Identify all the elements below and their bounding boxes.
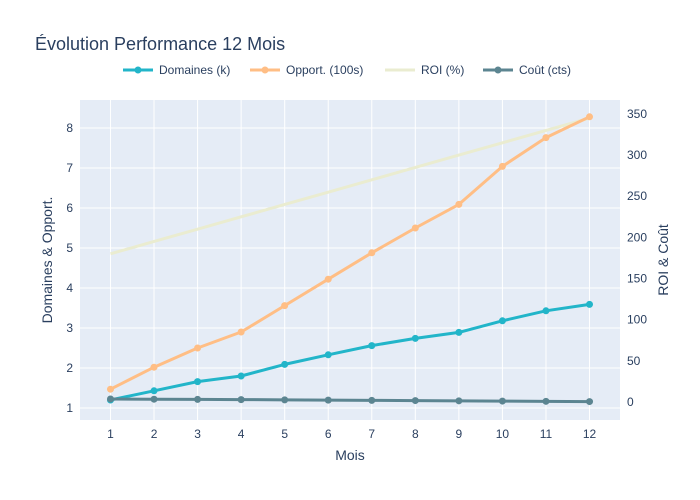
y-right-tick-label: 50 [627,354,641,368]
series-1 [106,113,594,393]
y-right-tick-label: 100 [627,313,647,327]
data-point [455,200,463,208]
data-point [106,395,114,403]
data-point [237,396,245,404]
data-point [150,387,158,395]
series-line [110,397,590,404]
x-tick-label: 5 [281,427,288,441]
data-point [411,334,419,342]
data-point [194,378,202,386]
y-right-tick-label: 0 [627,395,634,409]
data-point [150,363,158,371]
data-point [542,134,550,142]
y-left-tick-label: 7 [66,161,73,175]
data-point [194,395,202,403]
data-point [586,113,594,121]
data-point [281,396,289,404]
series-line [110,302,590,402]
data-point [106,385,114,393]
y-left-tick-label: 6 [66,201,73,215]
x-axis-title: Mois [335,447,365,463]
series-line [110,116,590,256]
data-point [586,398,594,406]
legend-item: Coût (cts) [483,63,571,77]
y-right-tick-label: 300 [627,148,647,162]
legend-label: Coût (cts) [519,63,571,77]
data-point [455,397,463,405]
x-tick-label: 11 [540,427,553,441]
y-right-tick-label: 350 [627,107,647,121]
series-3 [106,395,594,406]
y-axis-right-title: ROI & Coût [655,224,671,296]
data-point [324,396,332,404]
x-tick-label: 10 [496,427,510,441]
x-tick-label: 8 [412,427,419,441]
x-tick-label: 1 [107,427,114,441]
data-point [150,395,158,403]
legend-marker [494,66,502,74]
data-point [498,162,506,170]
y-left-tick-label: 1 [66,401,73,415]
data-point [194,344,202,352]
data-point [542,397,550,405]
data-point [324,275,332,283]
x-tick-label: 12 [583,427,597,441]
chart-title: Évolution Performance 12 Mois [35,34,285,54]
series-line [109,115,591,391]
data-point [281,302,289,310]
data-point [368,249,376,257]
tick-labels: 1 2 3 4 5 6 7 8 9 10 11 121234567805010015020025030… [66,107,647,441]
data-point [368,342,376,350]
y-right-tick-label: 250 [627,189,647,203]
y-right-tick-label: 150 [627,272,647,286]
legend: Domaines (k) Opport. (100s) ROI (%) Coût (c… [123,63,571,77]
data-point [237,372,245,380]
y-left-tick-label: 5 [66,241,73,255]
data-point [498,317,506,325]
y-left-tick-label: 3 [66,321,73,335]
data-point [586,300,594,308]
y-left-tick-label: 8 [66,121,73,135]
y-right-tick-label: 200 [627,230,647,244]
data-point [542,307,550,315]
legend-item: Opport. (100s) [250,63,363,77]
x-tick-label: 6 [325,427,332,441]
series-2 [110,116,590,256]
x-tick-label: 9 [456,427,463,441]
data-point [411,224,419,232]
data-point [368,396,376,404]
data-point [281,360,289,368]
legend-item: Domaines (k) [123,63,230,77]
y-left-tick-label: 2 [66,361,73,375]
data-point [237,328,245,336]
legend-label: Domaines (k) [159,63,230,77]
series-layer [106,113,594,406]
data-point [455,328,463,336]
data-point [498,397,506,405]
legend-item: ROI (%) [385,63,464,77]
plot-background [80,100,620,420]
x-tick-label: 2 [151,427,158,441]
x-tick-label: 4 [238,427,245,441]
legend-label: ROI (%) [421,63,464,77]
legend-marker [134,66,142,74]
x-tick-label: 7 [368,427,375,441]
y-axis-left-title: Domaines & Opport. [39,197,55,324]
data-point [324,351,332,359]
legend-marker [261,66,269,74]
legend-label: Opport. (100s) [286,63,363,77]
grid [80,100,620,420]
x-tick-label: 3 [194,427,201,441]
y-left-tick-label: 4 [66,281,73,295]
data-point [411,397,419,405]
